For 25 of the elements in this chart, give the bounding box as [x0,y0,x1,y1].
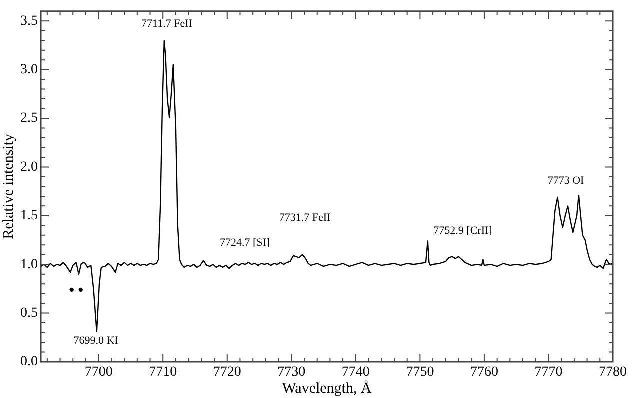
x-tick-label: 7770 [534,365,563,380]
y-tick-label: 0.0 [20,354,38,370]
x-tick-label: 7720 [213,365,242,380]
y-tick-label: 2.0 [20,160,38,175]
y-tick-label: 0.5 [20,306,38,321]
annotation: 7773 OI [548,174,585,187]
x-tick-label: 7760 [470,365,498,380]
x-axis-title: Wavelength, Å [282,380,372,397]
annotation: 7752.9 [CrII] [434,224,492,237]
y-tick-label: 1.5 [20,208,38,224]
x-tick-label: 7780 [599,365,627,380]
x-tick-label: 7740 [342,365,370,380]
y-tick-label: 3.5 [20,14,38,29]
x-tick-label: 7710 [149,365,178,380]
annotation: 7699.0 KI [74,334,119,347]
annotation: 7711.7 FeII [142,18,193,30]
x-tick-label: 7750 [406,365,434,380]
y-axis-title: Relative intensity [0,134,17,240]
y-tick-label: 2.5 [20,111,38,126]
x-tick-label: 7700 [84,365,113,380]
y-tick-label: 1.0 [20,257,38,272]
annotation: 7724.7 [SI] [220,236,270,249]
y-tick-label: 3.0 [20,62,38,78]
x-tick-label: 7730 [278,365,306,380]
annotation: 7731.7 FeII [279,212,331,224]
